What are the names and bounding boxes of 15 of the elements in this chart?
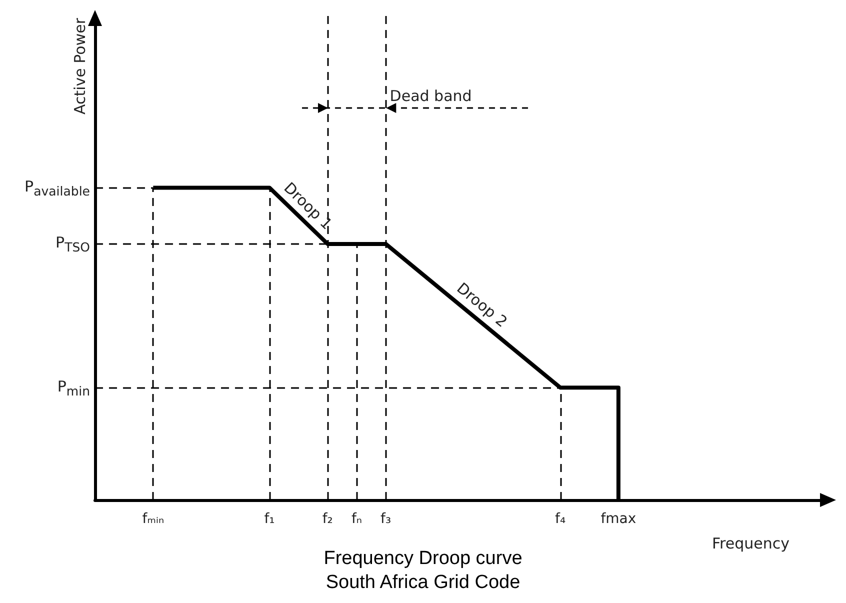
x-tick-label: fₘᵢₙ bbox=[142, 511, 164, 527]
ref-line-label: P$_{min}$ bbox=[57, 377, 90, 398]
text: Frequency Droop curve bbox=[324, 548, 522, 569]
ref-line-label: P$_{available}$ bbox=[24, 177, 90, 198]
x-tick-label: f₁ bbox=[264, 511, 275, 527]
x-tick-label: f₂ bbox=[322, 511, 333, 527]
x-tick-label: fₙ bbox=[351, 511, 362, 527]
x-axis-title: Frequency bbox=[712, 534, 790, 552]
x-tick-label: f₄ bbox=[555, 511, 566, 527]
x-tick-label: f₃ bbox=[380, 511, 392, 527]
y-axis-title: Active Power bbox=[71, 18, 89, 115]
text: Dead band bbox=[390, 87, 472, 105]
ref-line-label: P$_{TSO}$ bbox=[56, 233, 90, 254]
x-tick-label: fmax bbox=[600, 511, 636, 527]
text: South Africa Grid Code bbox=[326, 572, 520, 593]
